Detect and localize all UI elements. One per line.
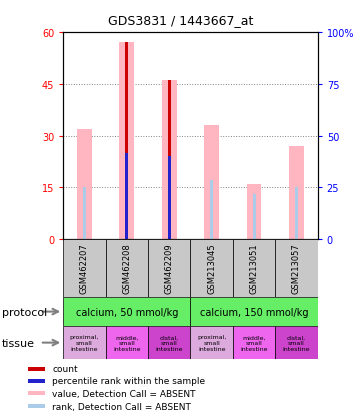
Bar [63, 240, 105, 297]
Text: proximal,
small
intestine: proximal, small intestine [197, 335, 226, 351]
Bar [105, 326, 148, 359]
Text: calcium, 50 mmol/kg: calcium, 50 mmol/kg [75, 307, 178, 317]
Bar [63, 297, 191, 326]
Bar [83, 188, 86, 240]
Bar [210, 181, 213, 240]
Bar [28, 367, 45, 371]
Bar [295, 188, 298, 240]
Bar [63, 326, 105, 359]
Bar [105, 240, 148, 297]
Bar [204, 126, 219, 240]
Bar [253, 195, 256, 240]
Text: GSM213045: GSM213045 [207, 243, 216, 294]
Bar [148, 240, 191, 297]
Text: GDS3831 / 1443667_at: GDS3831 / 1443667_at [108, 14, 253, 27]
Bar [168, 157, 171, 240]
Text: proximal,
small
intestine: proximal, small intestine [70, 335, 99, 351]
Text: GSM462208: GSM462208 [122, 243, 131, 294]
Bar [28, 404, 45, 408]
Text: GSM213051: GSM213051 [249, 243, 258, 294]
Text: middle,
small
intestine: middle, small intestine [240, 335, 268, 351]
Bar [125, 43, 128, 240]
Bar [191, 240, 233, 297]
Text: distal,
small
intestine: distal, small intestine [156, 335, 183, 351]
Text: GSM462209: GSM462209 [165, 243, 174, 294]
Bar [233, 326, 275, 359]
Text: protocol: protocol [2, 307, 47, 317]
Bar [148, 326, 191, 359]
Bar [28, 391, 45, 395]
Text: GSM462207: GSM462207 [80, 243, 89, 294]
Text: tissue: tissue [2, 338, 35, 348]
Text: GSM213057: GSM213057 [292, 243, 301, 294]
Text: calcium, 150 mmol/kg: calcium, 150 mmol/kg [200, 307, 308, 317]
Text: count: count [52, 365, 78, 373]
Bar [28, 379, 45, 383]
Bar [233, 240, 275, 297]
Bar [191, 326, 233, 359]
Text: rank, Detection Call = ABSENT: rank, Detection Call = ABSENT [52, 401, 191, 411]
Text: percentile rank within the sample: percentile rank within the sample [52, 376, 205, 385]
Text: distal,
small
intestine: distal, small intestine [283, 335, 310, 351]
Bar [289, 147, 304, 240]
Bar [275, 240, 318, 297]
Bar [168, 81, 171, 240]
Bar [125, 154, 128, 240]
Text: value, Detection Call = ABSENT: value, Detection Call = ABSENT [52, 389, 196, 398]
Bar [162, 81, 177, 240]
Bar [77, 129, 92, 240]
Bar [247, 185, 261, 240]
Bar [275, 326, 318, 359]
Text: middle,
small
intestine: middle, small intestine [113, 335, 140, 351]
Bar [119, 43, 134, 240]
Bar [191, 297, 318, 326]
